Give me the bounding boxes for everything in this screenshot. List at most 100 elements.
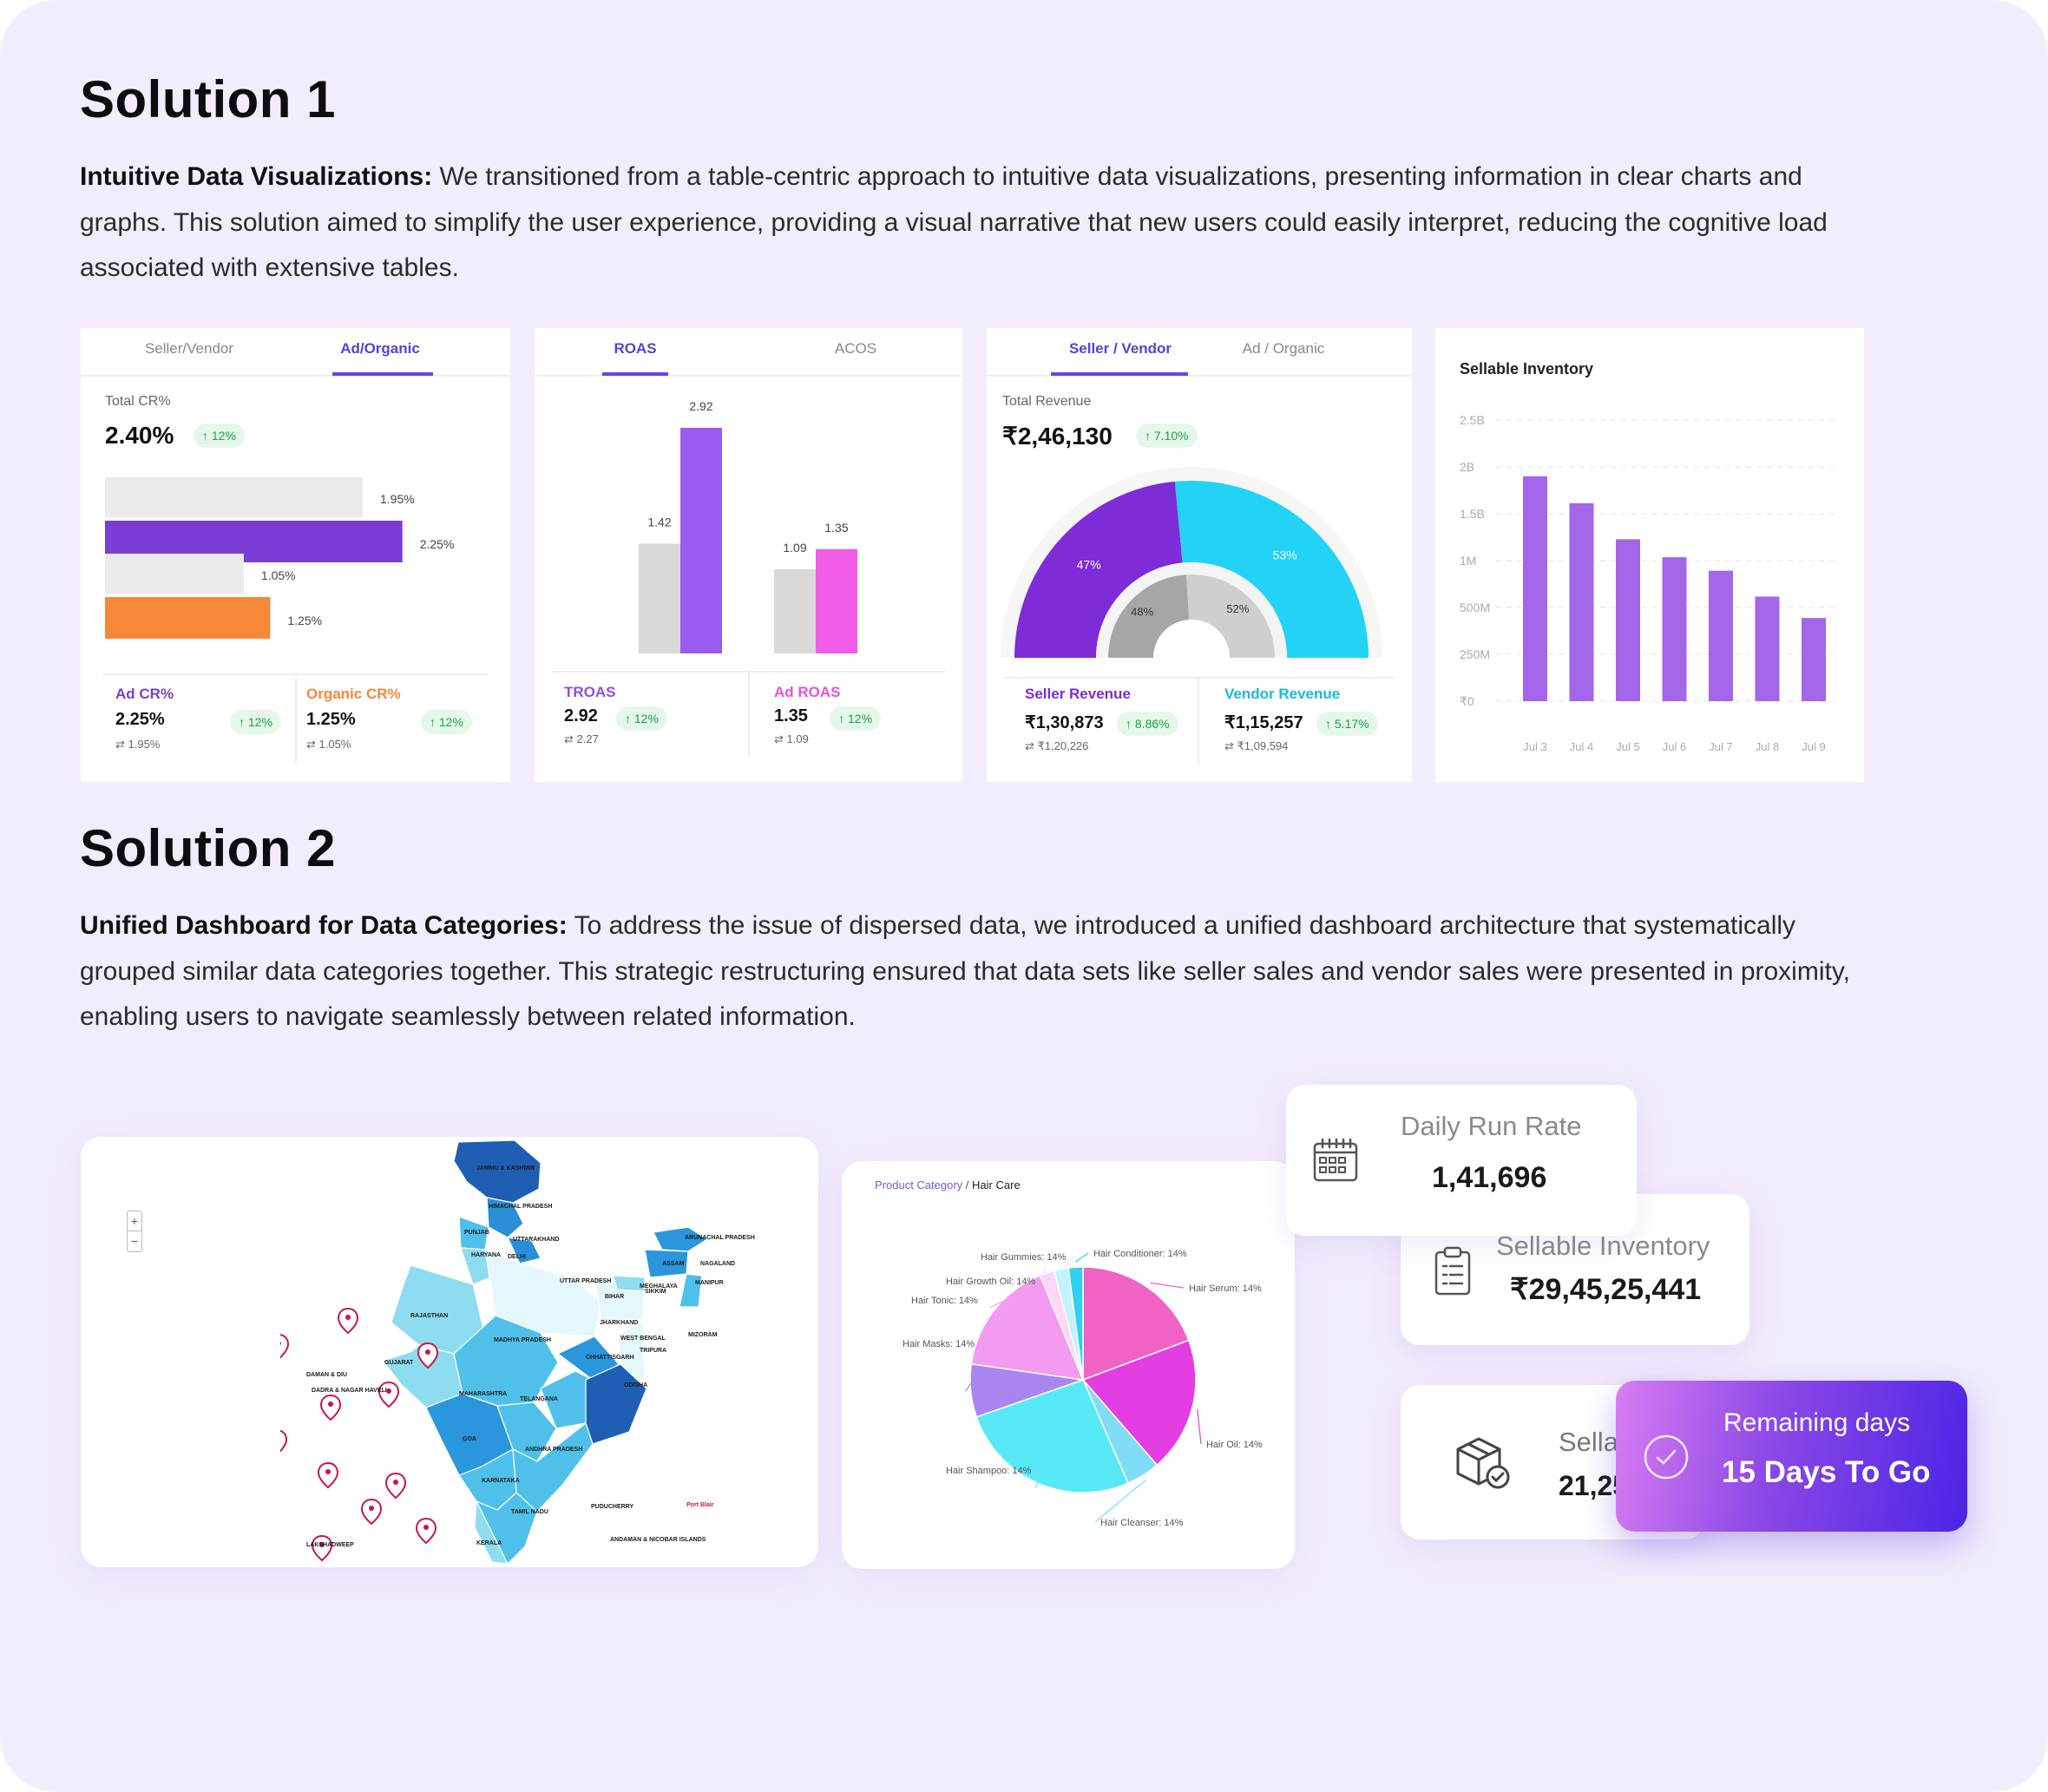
map-state-label: ARUNACHAL PRADESH bbox=[685, 1235, 755, 1241]
roas-bar-chart: 1.42 2.92 1.09 1.35 bbox=[639, 399, 857, 653]
remaining-days-label: Remaining days bbox=[1723, 1408, 1911, 1437]
bar-label: 1.95% bbox=[380, 492, 415, 506]
gauge-slice bbox=[1108, 574, 1190, 658]
pie-slice-label: Hair Serum: 14% bbox=[1189, 1283, 1262, 1294]
bar-current-1 bbox=[816, 548, 857, 653]
bar-previous-0 bbox=[639, 543, 680, 653]
inventory-bar bbox=[1709, 570, 1733, 701]
map-state-region bbox=[486, 1197, 524, 1238]
map-state-label: TRIPURA bbox=[640, 1348, 666, 1354]
map-state-region bbox=[679, 1273, 703, 1308]
map-state-label: PUDUCHERRY bbox=[591, 1504, 633, 1510]
map-location-pin-dot bbox=[280, 1341, 281, 1346]
divider bbox=[1004, 677, 1395, 679]
total-revenue-badge: ↑ 7.10% bbox=[1136, 423, 1198, 448]
tab-roas[interactable]: ROAS bbox=[614, 340, 657, 357]
map-state-label: JAMMU & KASHMIR bbox=[476, 1165, 535, 1172]
tab-active-indicator bbox=[1051, 372, 1188, 376]
bar-label: 2.25% bbox=[420, 537, 455, 551]
cr-card: Seller/Vendor Ad/Organic Total CR% 2.40%… bbox=[81, 328, 510, 782]
seller-revenue-label: Seller Revenue bbox=[1025, 686, 1131, 702]
package-check-icon bbox=[1456, 1437, 1510, 1489]
ad-roas-value: 1.35 bbox=[774, 706, 808, 725]
tab-ad-organic[interactable]: Ad / Organic bbox=[1242, 340, 1325, 357]
cr-bar-chart: 1.95% 2.25% 1.05% 1.25% bbox=[105, 477, 455, 639]
map-state-region bbox=[653, 1226, 709, 1252]
map-state-label: KERALA bbox=[476, 1540, 502, 1546]
sellable-inventory-bar-chart: Sellable Inventory ₹0 250M 500M 1M 1.5B 2B 2.5B… bbox=[1460, 360, 1839, 753]
map-state-label: Port Blair bbox=[686, 1502, 714, 1508]
y-tick-label: 2B bbox=[1460, 460, 1474, 474]
total-cr-label: Total CR% bbox=[105, 394, 171, 409]
solution-2-description: Unified Dashboard for Data Categories: T… bbox=[80, 903, 1885, 1040]
map-state-label: ANDHRA PRADESH bbox=[525, 1447, 582, 1453]
gauge-slice bbox=[1185, 574, 1275, 658]
gauge-slice bbox=[1014, 481, 1183, 658]
map-location-pin-dot bbox=[393, 1480, 398, 1485]
map-location-pin bbox=[280, 1334, 290, 1359]
remaining-days-card[interactable]: Remaining days 15 Days To Go bbox=[1616, 1381, 1967, 1532]
map-state-label: CHHATTISGARH bbox=[586, 1355, 633, 1361]
x-tick-label: Jul 8 bbox=[1756, 740, 1779, 753]
india-choropleth-map: JAMMU & KASHMIR HIMACHAL PRADESH PUNJAB UTT… bbox=[280, 1139, 755, 1566]
bar-previous-ad bbox=[105, 477, 363, 517]
map-state-label: BIHAR bbox=[605, 1294, 624, 1300]
roas-tabs: ROAS ACOS bbox=[535, 328, 962, 377]
map-state-label: UTTARAKHAND bbox=[513, 1237, 560, 1243]
gauge-slice-label: 53% bbox=[1273, 548, 1297, 562]
ad-cr-value: 2.25% bbox=[115, 710, 165, 729]
daily-run-rate-label: Daily Run Rate bbox=[1401, 1111, 1582, 1141]
map-location-pin-dot bbox=[319, 1542, 325, 1547]
breadcrumb-parent-link[interactable]: Product Category bbox=[875, 1178, 963, 1191]
pie-slice-label: Hair Masks: 14% bbox=[903, 1339, 975, 1349]
map-state-label: MADHYA PRADESH bbox=[494, 1337, 551, 1343]
tab-ad-organic[interactable]: Ad/Organic bbox=[340, 340, 420, 357]
solution-1-title: Solution 1 bbox=[80, 70, 336, 128]
map-zoom-control: + − bbox=[127, 1211, 142, 1252]
map-state-label: UTTAR PRADESH bbox=[560, 1278, 611, 1284]
ad-cr-label: Ad CR% bbox=[115, 686, 174, 702]
pie-leader-line bbox=[989, 1299, 1008, 1309]
map-location-pin bbox=[280, 1429, 288, 1453]
map-location-pin bbox=[384, 1472, 407, 1500]
map-state-label: MEGHALAYA bbox=[640, 1283, 678, 1290]
tab-seller-vendor[interactable]: Seller / Vendor bbox=[1068, 340, 1172, 357]
pie-leader-line bbox=[1074, 1252, 1089, 1263]
tab-seller-vendor[interactable]: Seller/Vendor bbox=[144, 340, 234, 357]
vendor-revenue-previous: ⇄ ₹1,09,594 bbox=[1224, 739, 1289, 752]
divider bbox=[748, 673, 750, 756]
roas-card: ROAS ACOS 1.42 2.92 1.09 1.35 TROAS 2.92 ↑ … bbox=[535, 328, 962, 782]
pie-leader-line bbox=[1035, 1469, 1042, 1488]
y-tick-label: 500M bbox=[1460, 601, 1490, 614]
organic-cr-label: Organic CR% bbox=[306, 686, 401, 702]
seller-revenue-previous: ⇄ ₹1,20,226 bbox=[1025, 739, 1089, 752]
map-location-pin-dot bbox=[425, 1349, 430, 1355]
tab-acos[interactable]: ACOS bbox=[834, 340, 877, 357]
breadcrumb-separator: / bbox=[965, 1178, 969, 1191]
map-state-label: MAHARASHTRA bbox=[459, 1391, 507, 1397]
divider bbox=[552, 671, 945, 673]
map-zoom-out-button[interactable]: − bbox=[130, 1234, 139, 1248]
map-location-pin bbox=[317, 1461, 339, 1489]
troas-label: TROAS bbox=[564, 684, 616, 700]
inventory-bar bbox=[1616, 539, 1640, 701]
pie-leader-line bbox=[1060, 1256, 1077, 1265]
map-zoom-in-button[interactable]: + bbox=[128, 1211, 141, 1231]
ad-roas-badge: ↑ 12% bbox=[830, 706, 881, 731]
pie-slice-label: Hair Cleanser: 14% bbox=[1100, 1518, 1184, 1528]
map-state-region bbox=[556, 1336, 620, 1381]
map-state-region bbox=[496, 1401, 557, 1462]
sellable-inventory-card: Sellable Inventory ₹0 250M 500M 1M 1.5B 2B 2.5B… bbox=[1435, 328, 1864, 782]
inventory-bar bbox=[1802, 618, 1826, 701]
pie-slice bbox=[975, 1379, 1130, 1493]
map-state-label: HARYANA bbox=[471, 1252, 501, 1258]
tab-active-indicator bbox=[602, 372, 668, 376]
bar-label: 2.92 bbox=[689, 399, 712, 413]
map-location-pin-dot bbox=[345, 1315, 351, 1320]
pie-slice-label: Hair Shampoo: 14% bbox=[946, 1466, 1032, 1476]
daily-run-rate-value: 1,41,696 bbox=[1432, 1161, 1547, 1194]
revenue-gauge-chart: 47% 53% 48% 52% bbox=[1001, 467, 1382, 658]
map-location-pin-dot bbox=[328, 1401, 333, 1407]
divider bbox=[295, 677, 297, 764]
